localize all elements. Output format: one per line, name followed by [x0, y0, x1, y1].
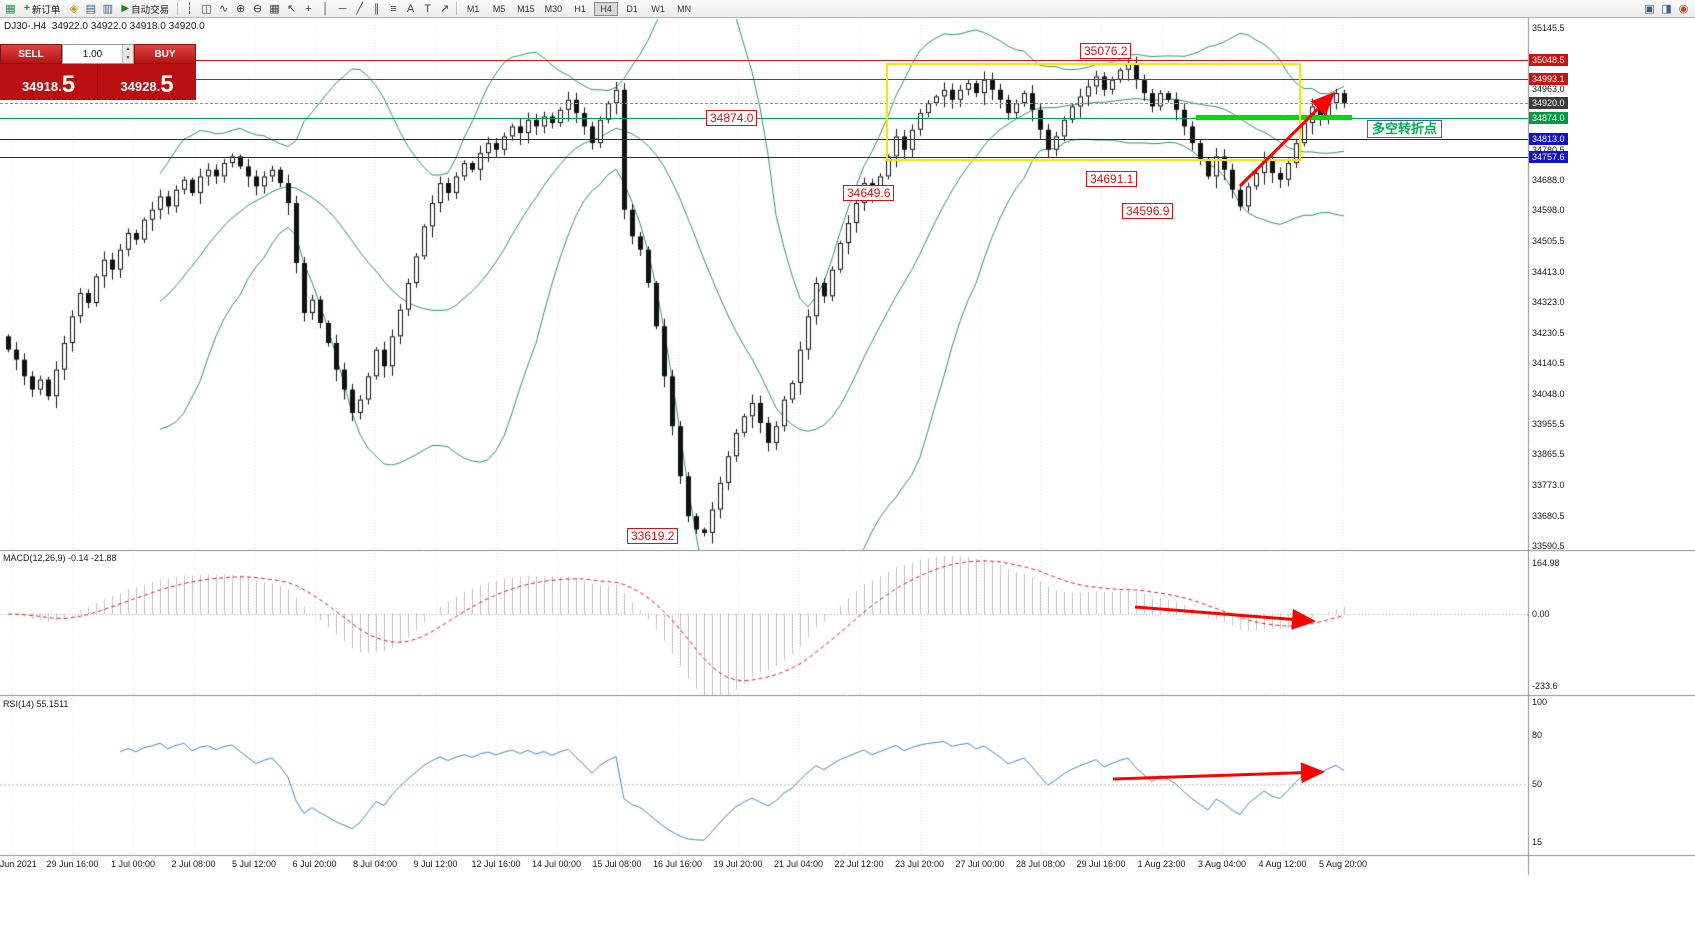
toolbar-group-file: ▦	[2, 1, 19, 17]
autotrade-play-icon: ▶	[121, 3, 130, 14]
trendline-icon[interactable]: ╱	[356, 2, 363, 15]
toolbar-separator	[177, 2, 179, 15]
new-order-button[interactable]: + 新订单	[19, 1, 65, 17]
new-order-label: 新订单	[31, 4, 61, 16]
sell-price-button[interactable]: 34918. 5	[0, 64, 98, 100]
timeframe-m30[interactable]: M30	[544, 3, 563, 14]
volume-value: 1.00	[82, 48, 103, 60]
horizontal-line-icon[interactable]: ─	[338, 2, 347, 15]
bar-chart-icon[interactable]: ┆	[186, 2, 193, 15]
arrows-icon[interactable]: ↗	[439, 2, 450, 15]
line-chart-icon[interactable]: ∿	[218, 2, 229, 15]
toolbar-separator	[456, 2, 458, 15]
vertical-line-icon[interactable]: │	[322, 2, 330, 15]
timeframe-m15[interactable]: M15	[517, 3, 535, 14]
data-window-icon[interactable]: ▥	[102, 2, 114, 15]
label-icon[interactable]: T	[424, 2, 431, 15]
volume-input[interactable]: 1.00 ▲ ▼	[62, 44, 134, 64]
sell-button[interactable]: SELL	[0, 44, 62, 64]
cursor-icon[interactable]: ↖	[286, 2, 297, 15]
autotrade-button[interactable]: ▶ 自动交易	[116, 1, 174, 17]
navigator-icon[interactable]: ◈	[69, 2, 79, 15]
buy-price-pips: 5	[160, 71, 174, 98]
volume-decrease-button[interactable]: ▼	[122, 54, 133, 63]
buy-button[interactable]: BUY	[134, 44, 196, 64]
macd-pane-label: MACD(12,26,9) -0.14 -21.88	[3, 553, 117, 563]
timeframe-h1[interactable]: H1	[574, 3, 586, 14]
chart-quote-line: DJ30-.H4 34922.0 34922.0 34918.0 34920.0	[4, 21, 205, 32]
new-order-icon: +	[24, 3, 30, 14]
timeframe-w1[interactable]: W1	[651, 3, 665, 14]
volume-spinner: ▲ ▼	[122, 45, 133, 63]
symbol-period-label: DJ30-.H4	[4, 21, 47, 32]
sell-price-pips: 5	[61, 71, 76, 98]
sell-price: 34918.	[21, 79, 62, 94]
tile-windows-icon[interactable]: ▦	[269, 2, 280, 15]
crosshair-icon[interactable]: +	[305, 2, 312, 15]
trade-panel-price-row: 34918. 5 34928. 5	[0, 64, 196, 100]
timeframe-mn[interactable]: MN	[677, 3, 692, 14]
toolbar-group-right: ▣ ◨ ◉	[1641, 1, 1692, 17]
channel-icon[interactable]: ∥	[373, 2, 380, 15]
alert-icon[interactable]: ◉	[1678, 2, 1689, 15]
zoom-in-icon[interactable]: ⊕	[235, 2, 246, 15]
autotrade-label: 自动交易	[131, 4, 170, 16]
buy-price: 34928.	[120, 79, 161, 94]
zoom-out-icon[interactable]: ⊖	[252, 2, 263, 15]
candlestick-chart-icon[interactable]: ◫	[201, 2, 212, 15]
new-chart-icon[interactable]: ▦	[5, 2, 16, 15]
timeframe-m1[interactable]: M1	[466, 3, 480, 14]
volume-increase-button[interactable]: ▲	[122, 45, 133, 54]
fibonacci-icon[interactable]: ≡	[390, 2, 397, 15]
text-icon[interactable]: A	[406, 2, 415, 15]
toolbar-group-panels: ◈ ▤ ▥	[65, 1, 116, 17]
window-icon[interactable]: ▣	[1644, 2, 1655, 15]
toolbar-group-tools: ┆ ◫ ∿ ⊕ ⊖ ▦ ↖ + │ ─ ╱ ∥ ≡ A T ↗	[181, 1, 453, 17]
timeframe-h4[interactable]: H4	[594, 1, 619, 16]
market-watch-icon[interactable]: ▤	[85, 2, 97, 15]
layout-icon[interactable]: ◨	[1661, 2, 1672, 15]
timeframe-m5[interactable]: M5	[492, 3, 506, 14]
rsi-pane-label: RSI(14) 55.1511	[3, 699, 69, 709]
buy-price-button[interactable]: 34928. 5	[98, 64, 196, 100]
main-toolbar: ▦ + 新订单 ◈ ▤ ▥ ▶ 自动交易 ┆ ◫ ∿ ⊕ ⊖ ▦ ↖ + │ ─ ╱ ∥ ≡ A T ↗ M1 M5…	[0, 0, 1695, 18]
ohlc-values: 34922.0 34922.0 34918.0 34920.0	[51, 21, 205, 32]
timeframe-group: M1 M5 M15 M30 H1 H4 D1 W1 MN	[460, 1, 697, 16]
one-click-trade-panel: SELL 1.00 ▲ ▼ BUY 34918. 5 34928. 5	[0, 44, 196, 100]
trade-panel-header-row: SELL 1.00 ▲ ▼ BUY	[0, 44, 196, 64]
timeframe-d1[interactable]: D1	[626, 3, 638, 14]
